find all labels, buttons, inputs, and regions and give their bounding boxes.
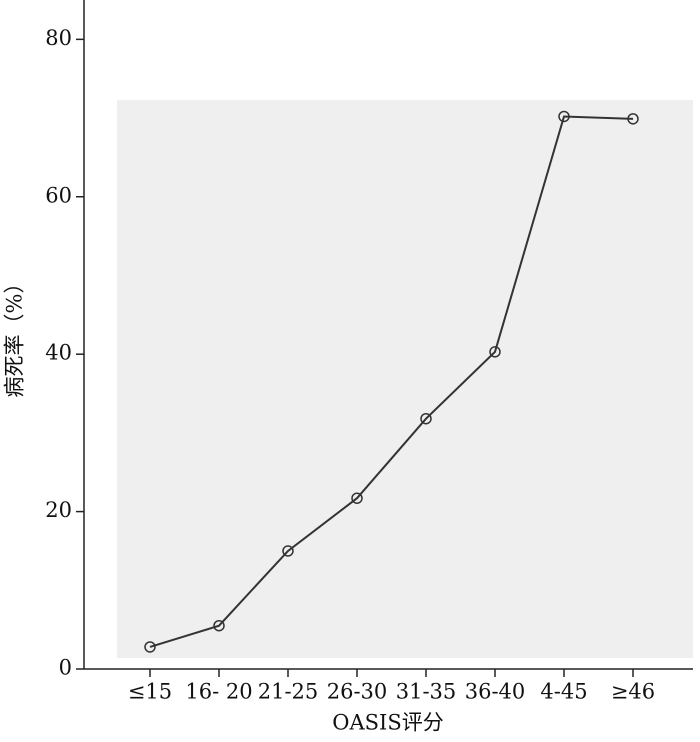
data-point <box>420 412 432 425</box>
series-line <box>149 115 634 648</box>
y-tick-label: 0 <box>59 656 72 680</box>
x-tick-label: 36-40 <box>465 680 526 704</box>
x-tick-label: ≤15 <box>128 680 172 704</box>
y-tick-label: 80 <box>45 26 72 50</box>
x-tick-label: 4-45 <box>540 680 587 704</box>
y-tick-label: 20 <box>45 498 72 522</box>
data-point <box>282 545 294 557</box>
data-point <box>351 492 363 504</box>
x-axis-label: OASIS评分 <box>332 711 443 735</box>
x-tick-label: 31-35 <box>396 680 457 704</box>
y-tick-label: 40 <box>45 341 72 365</box>
data-point <box>213 619 225 632</box>
y-axis-label: 病死率（%） <box>3 273 27 398</box>
data-point <box>558 110 570 123</box>
data-point <box>627 113 639 125</box>
data-point <box>489 346 501 358</box>
x-tick-label: 21-25 <box>258 680 319 704</box>
y-tick-label: 60 <box>45 183 72 207</box>
data-point <box>144 641 156 653</box>
x-tick-label: 16- 20 <box>185 680 252 704</box>
plot-background <box>117 100 693 658</box>
x-tick-label: 26-30 <box>327 680 388 704</box>
x-tick-label: ≥46 <box>611 680 655 704</box>
